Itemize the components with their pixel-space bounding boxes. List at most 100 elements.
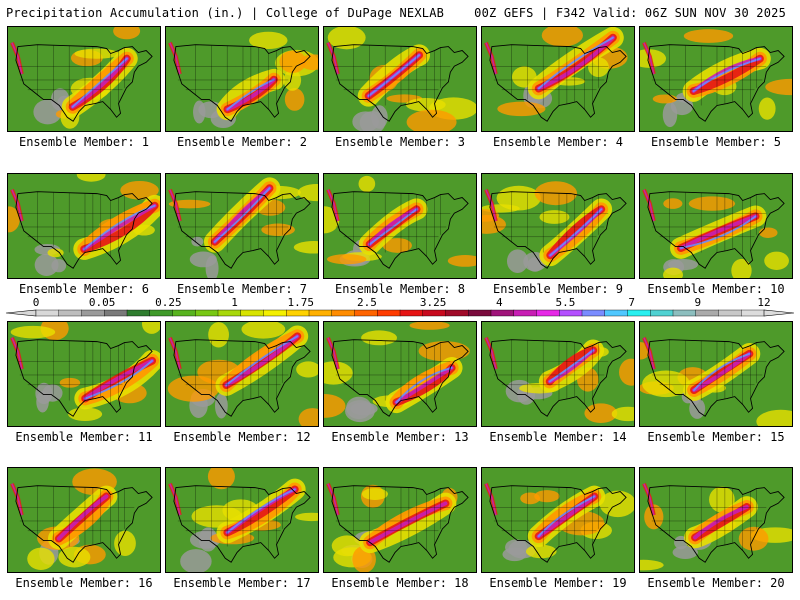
- ensemble-member-map: [7, 26, 161, 132]
- ensemble-member-map: [7, 467, 161, 573]
- ensemble-member-map: [481, 467, 635, 573]
- precip-map: [640, 174, 792, 278]
- precip-map: [324, 322, 476, 426]
- ensemble-member-label: Ensemble Member: 1: [18, 135, 150, 149]
- ensemble-member-label: Ensemble Member: 12: [173, 430, 311, 444]
- colorbar-bin: [172, 309, 196, 317]
- ensemble-member-map: [639, 467, 793, 573]
- colorbar-tick-label: 2.5: [356, 296, 377, 309]
- colorbar-bin: [308, 309, 333, 317]
- colorbar-bin: [126, 309, 151, 317]
- chart-title: Precipitation Accumulation (in.) | Colle…: [6, 6, 445, 20]
- precip-map: [640, 322, 792, 426]
- ensemble-member-map: [7, 173, 161, 279]
- colorbar-tick-label: 4: [495, 296, 503, 309]
- colorbar-bin: [195, 309, 219, 317]
- ensemble-member-label: Ensemble Member: 15: [647, 430, 785, 444]
- precip-map: [8, 27, 160, 131]
- colorbar: [5, 309, 795, 317]
- ensemble-member-map: [165, 321, 319, 427]
- colorbar-tick-label: 1: [231, 296, 238, 309]
- colorbar-bin: [672, 309, 697, 317]
- precip-map: [482, 322, 634, 426]
- ensemble-member-map: [639, 26, 793, 132]
- ensemble-member-label: Ensemble Member: 6: [18, 282, 150, 296]
- precip-map: [482, 27, 634, 131]
- ensemble-member-label: Ensemble Member: 5: [650, 135, 782, 149]
- precip-map: [166, 174, 318, 278]
- precip-map: [640, 27, 792, 131]
- colorbar-bin: [377, 309, 401, 317]
- precip-map: [482, 468, 634, 572]
- colorbar-tick-label: 1.75: [287, 296, 314, 309]
- ensemble-member-map: [7, 321, 161, 427]
- precip-map: [324, 468, 476, 572]
- precip-map: [324, 174, 476, 278]
- ensemble-member-label: Ensemble Member: 7: [176, 282, 308, 296]
- ensemble-member-label: Ensemble Member: 14: [489, 430, 627, 444]
- colorbar-bin: [627, 309, 651, 317]
- colorbar-bin: [149, 309, 173, 317]
- ensemble-member-map: [323, 173, 477, 279]
- colorbar-bin: [559, 309, 583, 317]
- colorbar-bin: [81, 309, 105, 317]
- colorbar-tick-label: 5.5: [555, 296, 576, 309]
- precip-map: [8, 322, 160, 426]
- colorbar-bin: [468, 309, 492, 317]
- colorbar-bin: [104, 309, 128, 317]
- colorbar-left-arrow: [5, 309, 37, 317]
- precip-map: [8, 174, 160, 278]
- colorbar-bin: [741, 309, 765, 317]
- colorbar-bin: [331, 309, 355, 317]
- precip-map: [166, 468, 318, 572]
- colorbar-bin: [513, 309, 537, 317]
- colorbar-tick-label: 9: [694, 296, 702, 309]
- ensemble-member-map: [481, 173, 635, 279]
- ensemble-member-map: [639, 321, 793, 427]
- colorbar-bin: [490, 309, 515, 317]
- colorbar-tick-label: 12: [757, 296, 771, 309]
- ensemble-member-label: Ensemble Member: 10: [647, 282, 785, 296]
- colorbar-tick-label: 0: [32, 296, 40, 309]
- precip-map: [166, 27, 318, 131]
- colorbar-tick-label: 3.25: [419, 296, 447, 309]
- ensemble-member-map: [639, 173, 793, 279]
- colorbar-bin: [286, 309, 310, 317]
- colorbar-bin: [35, 309, 60, 317]
- colorbar-bin: [445, 309, 469, 317]
- ensemble-member-map: [323, 321, 477, 427]
- ensemble-member-label: Ensemble Member: 13: [331, 430, 469, 444]
- ensemble-member-label: Ensemble Member: 3: [334, 135, 466, 149]
- colorbar-bin: [263, 309, 287, 317]
- colorbar-bin: [399, 309, 424, 317]
- ensemble-member-label: Ensemble Member: 9: [492, 282, 624, 296]
- ensemble-member-label: Ensemble Member: 17: [173, 576, 311, 590]
- precip-map: [640, 468, 792, 572]
- colorbar-right-arrow: [763, 309, 795, 317]
- colorbar-bin: [536, 309, 560, 317]
- ensemble-member-map: [323, 467, 477, 573]
- ensemble-member-label: Ensemble Member: 16: [15, 576, 153, 590]
- colorbar-bin: [650, 309, 674, 317]
- precip-map: [324, 27, 476, 131]
- colorbar-tick-label: 0.05: [88, 296, 116, 309]
- precip-map: [8, 468, 160, 572]
- ensemble-member-label: Ensemble Member: 8: [334, 282, 466, 296]
- colorbar-tick-labels: 0 0.05 0.25 1 1.75 2.5 3.25 4 5.5 7 9 12: [0, 296, 800, 309]
- colorbar-bin: [718, 309, 742, 317]
- ensemble-member-label: Ensemble Member: 4: [492, 135, 624, 149]
- colorbar-bin: [422, 309, 446, 317]
- ensemble-member-label: Ensemble Member: 20: [647, 576, 785, 590]
- colorbar-bin: [581, 309, 606, 317]
- precip-map: [482, 174, 634, 278]
- colorbar-bin: [695, 309, 719, 317]
- ensemble-member-map: [165, 173, 319, 279]
- run-valid-time: 00Z GEFS | F342 Valid: 06Z SUN NOV 30 20…: [474, 6, 786, 20]
- ensemble-member-label: Ensemble Member: 19: [489, 576, 627, 590]
- ensemble-member-label: Ensemble Member: 18: [331, 576, 469, 590]
- ensemble-member-map: [165, 26, 319, 132]
- ensemble-member-map: [165, 467, 319, 573]
- colorbar-tick-label: 0.25: [155, 296, 182, 309]
- colorbar-bin: [604, 309, 628, 317]
- ensemble-member-map: [481, 26, 635, 132]
